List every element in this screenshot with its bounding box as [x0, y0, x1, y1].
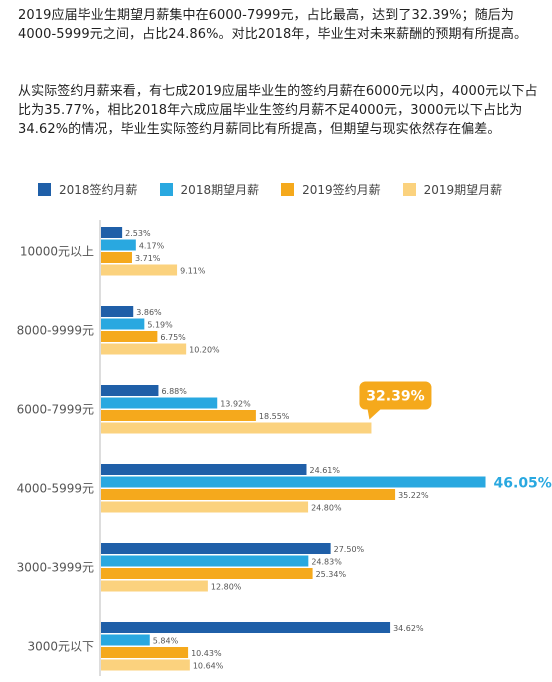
bar	[101, 543, 331, 554]
legend-label: 2018期望月薪	[180, 183, 260, 197]
legend-label: 2019期望月薪	[423, 183, 503, 197]
bar	[101, 397, 218, 409]
legend-swatch	[159, 183, 173, 196]
bar	[101, 634, 150, 646]
bar	[101, 252, 132, 263]
legend-swatch	[281, 183, 295, 196]
category-label: 3000-3999元	[17, 560, 94, 574]
legend-item-2019-expected: 2019期望月薪	[402, 181, 503, 198]
callout-text: 46.05%	[494, 476, 552, 492]
callout-text: 32.39%	[366, 389, 424, 405]
bar	[101, 331, 158, 342]
bar	[101, 555, 309, 567]
legend-label: 2019签约月薪	[302, 183, 381, 197]
contract-salary-paragraph: 从实际签约月薪来看，有七成2019应届毕业生的签约月薪在6000元以内，4000…	[18, 84, 538, 137]
data-label: 6.75%	[160, 333, 186, 342]
data-label: 24.61%	[309, 466, 340, 475]
data-label: 5.84%	[153, 637, 179, 646]
data-label: 10.64%	[193, 662, 224, 671]
bar	[101, 568, 313, 579]
data-label: 27.50%	[334, 545, 365, 554]
legend-swatch	[38, 183, 51, 196]
data-label: 3.86%	[136, 308, 162, 317]
data-label: 4.17%	[139, 242, 165, 251]
bar	[101, 264, 178, 276]
category-label: 6000-7999元	[17, 402, 94, 416]
bar	[101, 318, 145, 330]
bar	[101, 422, 372, 434]
data-label: 25.34%	[316, 570, 347, 579]
category-label: 3000元以下	[27, 639, 94, 653]
bar	[101, 476, 486, 488]
bar	[101, 647, 189, 658]
legend-item-2018-expected: 2018期望月薪	[159, 181, 260, 198]
data-label: 13.92%	[220, 400, 251, 409]
legend-swatch	[402, 183, 416, 196]
data-label: 2.53%	[125, 229, 151, 238]
chart-legend: 2018签约月薪 2018期望月薪 2019签约月薪 2019期望月薪	[38, 181, 538, 198]
bar	[101, 343, 187, 355]
data-label: 34.62%	[393, 624, 424, 633]
data-label: 12.80%	[211, 583, 242, 592]
bar	[101, 622, 391, 633]
data-label: 35.22%	[398, 491, 429, 500]
bar	[101, 489, 396, 500]
data-label: 3.71%	[135, 254, 161, 263]
category-label: 8000-9999元	[17, 323, 94, 337]
bar	[101, 227, 123, 238]
data-label: 5.19%	[147, 321, 173, 330]
legend-label: 2018签约月薪	[59, 183, 138, 197]
legend-item-2019-signed: 2019签约月薪	[281, 181, 381, 198]
bar	[101, 501, 309, 513]
data-label: 10.20%	[189, 346, 220, 355]
intro-paragraph: 2019应届毕业生期望月薪集中在6000-7999元，占比最高，达到了32.39…	[18, 8, 528, 42]
bar	[101, 464, 307, 475]
data-label: 6.88%	[161, 387, 187, 396]
data-label: 9.11%	[180, 267, 206, 276]
bar	[101, 580, 208, 592]
bar	[101, 306, 134, 317]
callout-bubble: 32.39%	[359, 381, 432, 420]
data-label: 24.80%	[311, 504, 342, 513]
category-label: 4000-5999元	[17, 481, 94, 495]
callout-bubble-tail	[367, 408, 382, 420]
bar	[101, 385, 159, 396]
data-label: 18.55%	[259, 412, 290, 421]
data-label: 10.43%	[191, 649, 222, 658]
category-label: 10000元以上	[20, 244, 94, 258]
callout-bubble-body	[359, 381, 432, 410]
bar	[101, 239, 136, 251]
bar	[101, 659, 190, 671]
bar	[101, 410, 256, 421]
data-label: 24.83%	[311, 558, 342, 567]
legend-item-2018-signed: 2018签约月薪	[38, 181, 138, 198]
